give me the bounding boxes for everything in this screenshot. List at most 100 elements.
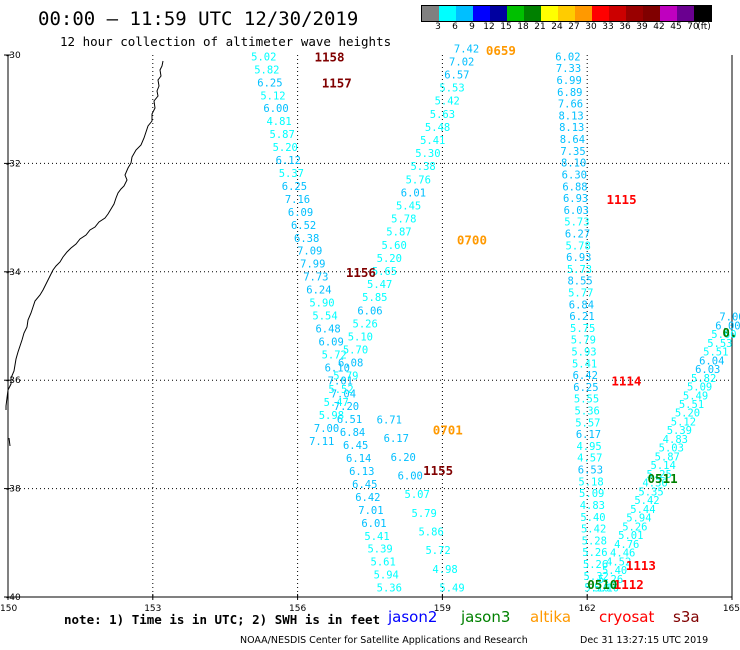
legend-label: 21 (534, 22, 546, 32)
wave-height-obs: 5.72 (425, 545, 450, 557)
legend-label: 39 (636, 22, 648, 32)
wave-height-obs: 5.82 (691, 373, 716, 385)
legend-label: 27 (568, 22, 580, 32)
wave-height-obs: 6.25 (257, 77, 282, 89)
wave-height-obs: 5.07 (405, 489, 430, 501)
wave-height-obs: 5.20 (273, 142, 298, 154)
lon-tick-label: 150 (0, 604, 17, 614)
wave-height-obs: 7.73 (303, 272, 328, 284)
wave-height-obs: 7.35 (560, 146, 585, 158)
wave-height-obs: 5.65 (372, 266, 397, 278)
wave-height-obs: 6.17 (576, 429, 601, 441)
wave-height-obs: 6.71 (377, 415, 402, 427)
lat-tick-label: -38 (6, 485, 21, 495)
wave-height-obs: 6.12 (276, 155, 301, 167)
color-legend-labels: 3 6 9 12 15 18 21 24 27 30 33 36 39 42 45 70 (ft) (421, 22, 730, 34)
wave-height-obs: 5.94 (374, 570, 399, 582)
wave-height-obs: 5.25 (646, 469, 671, 481)
satellite-legend-jason2: jason2 (388, 608, 438, 626)
wave-height-obs: 5.79 (333, 371, 358, 383)
wave-height-obs: 5.55 (574, 394, 599, 406)
legend-swatch (694, 6, 711, 21)
legend-swatch (592, 6, 609, 21)
wave-height-obs: 5.35 (638, 486, 663, 498)
wave-height-obs: 6.99 (557, 75, 582, 87)
wave-height-obs: 5.86 (418, 527, 443, 539)
wave-height-obs: 7.66 (558, 99, 583, 111)
wave-height-obs: 5.26 (598, 574, 623, 586)
wave-height-obs: 6.93 (566, 252, 591, 264)
wave-height-obs: 5.47 (367, 279, 392, 291)
legend-swatch (575, 6, 592, 21)
wave-height-obs: 5.37 (279, 168, 304, 180)
wave-height-obs: 5.76 (406, 174, 431, 186)
legend-label: 6 (452, 22, 458, 32)
footer-timestamp: Dec 31 13:27:15 UTC 2019 (580, 635, 709, 646)
lat-tick-label: -32 (6, 159, 21, 169)
wave-height-obs: 5.94 (626, 513, 651, 525)
wave-height-obs: 6.88 (562, 181, 587, 193)
wave-height-obs: 6.06 (357, 305, 382, 317)
legend-swatch (456, 6, 473, 21)
wave-height-obs: 5.28 (582, 535, 607, 547)
wave-height-obs: 5.93 (571, 347, 596, 359)
legend-label: 12 (483, 22, 495, 32)
wave-height-obs: 5.44 (630, 504, 655, 516)
wave-height-obs: 6.89 (557, 87, 582, 99)
wave-height-obs: 6.00 (263, 103, 288, 115)
wave-height-obs: 6.09 (319, 336, 344, 348)
wave-height-obs: 5.51 (679, 399, 704, 411)
coast-fragment (8, 437, 11, 447)
legend-swatch (660, 6, 677, 21)
wave-height-obs: 5.60 (381, 240, 406, 252)
altimeter-tracks: 5.025.826.255.126.004.815.875.206.125.37… (251, 43, 740, 594)
lat-tick-label: -36 (6, 376, 21, 386)
wave-height-obs: 5.85 (362, 292, 387, 304)
wave-height-obs: 5.82 (254, 64, 279, 76)
wave-height-obs: 5.73 (567, 264, 592, 276)
legend-swatch (541, 6, 558, 21)
wave-height-obs: 5.49 (439, 583, 464, 595)
wave-height-obs: 7.33 (556, 63, 581, 75)
wave-height-obs: 5.36 (575, 406, 600, 418)
wave-height-obs: 5.98 (319, 410, 344, 422)
lat-tick-label: -30 (6, 51, 21, 61)
wave-height-obs: 5.40 (602, 565, 627, 577)
wave-height-obs: 5.20 (675, 408, 700, 420)
wave-height-obs: 5.60 (711, 329, 736, 341)
wave-height-obs: 6.09 (288, 207, 313, 219)
wave-height-obs: 5.26 (582, 547, 607, 559)
wave-height-obs: 7.99 (300, 259, 325, 271)
wave-height-obs: 5.26 (353, 318, 378, 330)
wave-height-obs: 5.42 (634, 495, 659, 507)
wave-height-obs: 5.12 (260, 90, 285, 102)
wave-height-obs: 6.14 (346, 453, 371, 465)
wave-height-obs: 6.25 (573, 382, 598, 394)
wave-height-obs: 5.14 (651, 460, 676, 472)
wave-height-obs: 5.10 (348, 331, 373, 343)
wave-height-obs: 5.40 (580, 512, 605, 524)
wave-height-obs: 7.04 (331, 388, 356, 400)
wave-height-obs: 5.72 (322, 349, 347, 361)
wave-height-obs: 5.42 (435, 96, 460, 108)
pass-time-label: 0700 (457, 233, 487, 248)
wave-height-obs: 6.10 (325, 362, 350, 374)
coastline (5, 60, 164, 410)
wave-height-obs: 6.93 (563, 193, 588, 205)
wave-height-obs: 7.16 (285, 194, 310, 206)
wave-height-obs: 6.42 (355, 492, 380, 504)
wave-height-obs: 7.01 (328, 375, 353, 387)
wave-height-obs: 8.10 (561, 158, 586, 170)
wave-height-obs: 5.09 (579, 488, 604, 500)
wave-height-obs: 5.77 (568, 287, 593, 299)
wave-height-obs: 5.09 (687, 382, 712, 394)
satellite-legend-jason3: jason3 (461, 608, 511, 626)
wave-height-obs: 5.38 (410, 161, 435, 173)
wave-height-obs: 5.20 (377, 253, 402, 265)
wave-height-obs: 6.48 (315, 323, 340, 335)
wave-height-obs: 8.13 (559, 122, 584, 134)
wave-height-obs: 6.21 (569, 311, 594, 323)
wave-height-obs: 6.57 (444, 69, 469, 81)
wave-height-obs: 7.00 (314, 423, 339, 435)
